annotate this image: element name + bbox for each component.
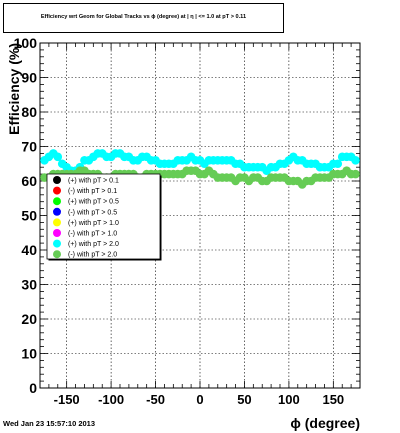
legend-marker bbox=[53, 207, 61, 216]
data-layer bbox=[40, 149, 360, 189]
data-point bbox=[333, 159, 343, 169]
legend-label: (-) with pT > 0.1 bbox=[68, 188, 117, 195]
x-axis-label: ϕ (degree) bbox=[290, 415, 360, 431]
legend-marker bbox=[53, 197, 61, 206]
x-tick-label: -150 bbox=[54, 392, 80, 407]
data-point bbox=[351, 169, 360, 179]
legend-marker bbox=[53, 176, 61, 184]
legend-label: (-) with pT > 2.0 bbox=[68, 252, 117, 259]
x-tick-label: 150 bbox=[322, 392, 344, 407]
chart-title: Efficiency wrt Geom for Global Tracks vs… bbox=[40, 14, 247, 20]
legend: (+) with pT > 0.1 (-) with pT > 0.1 (+) wi… bbox=[46, 173, 162, 261]
y-tick-label: 10 bbox=[21, 346, 37, 362]
series-group bbox=[40, 149, 360, 175]
legend-label: (-) with pT > 1.0 bbox=[68, 231, 117, 238]
y-tick-label: 20 bbox=[21, 311, 37, 327]
data-point bbox=[351, 156, 360, 165]
y-tick-label: 50 bbox=[21, 208, 37, 224]
y-tick-label: 100 bbox=[14, 35, 38, 51]
legend-label: (+) with pT > 1.0 bbox=[68, 220, 119, 227]
legend-label: (-) with pT > 0.5 bbox=[68, 209, 117, 216]
axis-ticks bbox=[39, 42, 361, 389]
title-box: Efficiency wrt Geom for Global Tracks vs… bbox=[3, 3, 284, 33]
y-axis-label: Efficiency (%) bbox=[6, 43, 22, 135]
legend-label: (+) with pT > 2.0 bbox=[68, 241, 119, 248]
y-tick-label: 90 bbox=[21, 70, 37, 86]
x-tick-label: 50 bbox=[237, 392, 251, 407]
y-tick-label: 60 bbox=[21, 173, 37, 189]
legend-marker bbox=[53, 218, 61, 227]
axis-labels: -150 -100 -50 0 50 100 150 0 10 20 30 40 50 60 70 80 90 1… bbox=[6, 35, 360, 431]
x-tick-label: 0 bbox=[196, 392, 203, 407]
legend-label: (+) with pT > 0.5 bbox=[68, 199, 119, 206]
data-point bbox=[53, 152, 63, 162]
legend-label: (+) with pT > 0.1 bbox=[68, 178, 119, 185]
legend-marker bbox=[53, 239, 61, 248]
legend-marker bbox=[53, 229, 61, 237]
legend-marker bbox=[53, 250, 61, 259]
legend-marker bbox=[53, 186, 61, 195]
legend-box bbox=[46, 173, 161, 260]
y-tick-label: 30 bbox=[21, 277, 37, 293]
y-tick-label: 40 bbox=[21, 242, 37, 258]
x-tick-label: -50 bbox=[146, 392, 165, 407]
x-tick-label: -100 bbox=[98, 392, 124, 407]
y-tick-label: 70 bbox=[21, 139, 37, 155]
x-tick-label: 100 bbox=[278, 392, 300, 407]
y-tick-label: 80 bbox=[21, 104, 37, 120]
footer-datetime: Wed Jan 23 15:57:10 2013 bbox=[3, 419, 96, 428]
y-tick-label: 0 bbox=[29, 380, 37, 396]
